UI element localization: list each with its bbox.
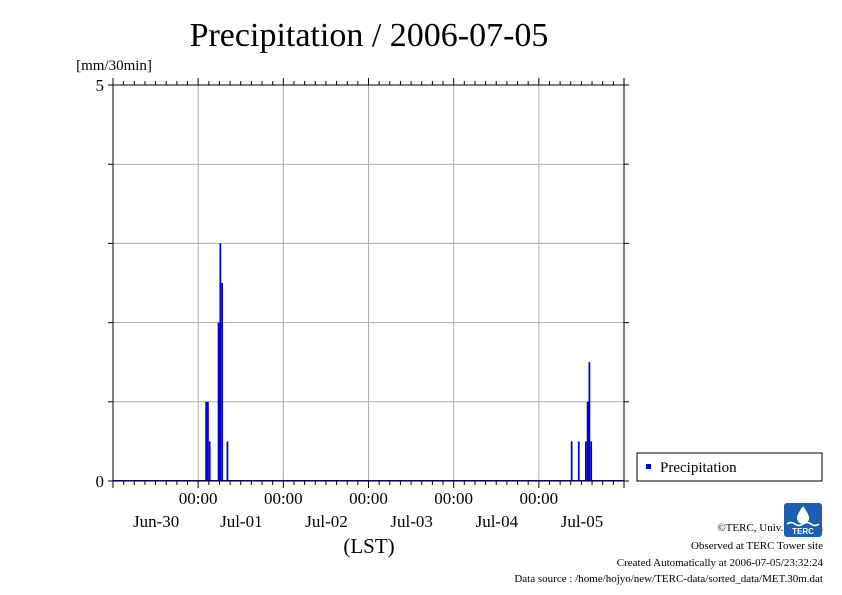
x-tick-label-date: Jul-04 bbox=[476, 512, 519, 531]
credit-created: Created Automatically at 2006-07-05/23:3… bbox=[616, 557, 823, 569]
credit-site: Observed at TERC Tower site bbox=[690, 540, 823, 552]
grid-lines bbox=[113, 85, 624, 481]
precipitation-bar bbox=[219, 243, 222, 481]
x-tick-label-time: 00:00 bbox=[434, 489, 473, 508]
x-tick-label-date: Jun-30 bbox=[133, 512, 179, 531]
credit-source: Data source : /home/hojyo/new/TERC-data/… bbox=[514, 573, 823, 585]
precipitation-bar bbox=[584, 441, 587, 481]
terc-logo-icon: TERC bbox=[784, 503, 822, 537]
precipitation-bar bbox=[570, 441, 573, 481]
x-tick-label-time: 00:00 bbox=[179, 489, 218, 508]
x-tick-label-time: 00:00 bbox=[264, 489, 303, 508]
x-tick-label-date: Jul-03 bbox=[390, 512, 433, 531]
chart-title: Precipitation / 2006-07-05 bbox=[190, 17, 549, 54]
precipitation-bar bbox=[586, 401, 589, 481]
x-tick-label-date: Jul-05 bbox=[561, 512, 604, 531]
x-tick-label-date: Jul-02 bbox=[305, 512, 348, 531]
y-tick-label: 5 bbox=[96, 76, 105, 95]
legend-label-precipitation: Precipitation bbox=[660, 460, 737, 476]
precipitation-bar bbox=[226, 441, 229, 481]
precipitation-bar bbox=[577, 441, 580, 481]
precipitation-bar bbox=[207, 401, 209, 481]
precipitation-bar bbox=[217, 322, 220, 481]
precipitation-bar bbox=[221, 283, 224, 481]
precipitation-bar bbox=[588, 362, 591, 481]
tick-labels: 0500:00Jun-3000:00Jul-0100:00Jul-0200:00… bbox=[96, 76, 604, 531]
x-tick-label-time: 00:00 bbox=[349, 489, 388, 508]
legend: Precipitation bbox=[636, 452, 823, 482]
axes bbox=[108, 78, 629, 488]
x-axis-label: (LST) bbox=[343, 534, 394, 558]
precipitation-bar bbox=[208, 441, 211, 481]
x-tick-label-time: 00:00 bbox=[519, 489, 558, 508]
y-tick-label: 0 bbox=[96, 472, 105, 491]
precipitation-bar bbox=[590, 441, 593, 481]
precipitation-bar bbox=[205, 401, 208, 481]
legend-box bbox=[636, 452, 823, 482]
y-axis-unit-label: [mm/30min] bbox=[76, 58, 152, 74]
x-tick-label-date: Jul-01 bbox=[220, 512, 263, 531]
legend-swatch bbox=[646, 464, 651, 469]
logo-text: TERC bbox=[792, 527, 814, 536]
